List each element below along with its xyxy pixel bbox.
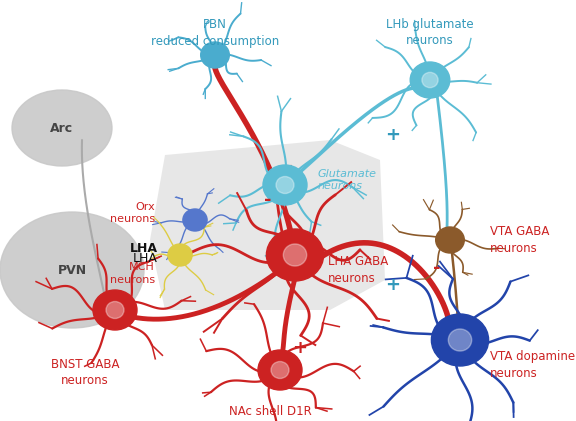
Ellipse shape bbox=[448, 329, 472, 351]
Polygon shape bbox=[150, 140, 385, 310]
Ellipse shape bbox=[276, 176, 294, 194]
Text: Glutamate
neurons: Glutamate neurons bbox=[318, 168, 377, 192]
Text: -: - bbox=[266, 243, 274, 261]
Text: VTA dopamine
neurons: VTA dopamine neurons bbox=[490, 350, 575, 380]
Text: BNST GABA
neurons: BNST GABA neurons bbox=[51, 358, 119, 387]
Ellipse shape bbox=[435, 227, 464, 253]
Ellipse shape bbox=[266, 229, 324, 281]
Text: LHA: LHA bbox=[130, 242, 158, 255]
Text: VTA GABA
neurons: VTA GABA neurons bbox=[490, 225, 550, 255]
Ellipse shape bbox=[271, 362, 289, 378]
Ellipse shape bbox=[422, 72, 438, 88]
Text: +: + bbox=[293, 339, 308, 357]
Text: LHb glutamate
neurons: LHb glutamate neurons bbox=[386, 18, 474, 48]
Text: PBN
reduced consumption: PBN reduced consumption bbox=[151, 18, 279, 48]
Text: Arc: Arc bbox=[51, 122, 74, 134]
Text: +: + bbox=[385, 126, 400, 144]
Ellipse shape bbox=[410, 62, 450, 98]
Text: -: - bbox=[433, 259, 441, 277]
Ellipse shape bbox=[0, 212, 144, 328]
Text: MCH
neurons: MCH neurons bbox=[110, 262, 155, 285]
Text: LHA: LHA bbox=[133, 251, 158, 264]
Ellipse shape bbox=[200, 42, 229, 68]
Ellipse shape bbox=[12, 90, 112, 166]
Ellipse shape bbox=[283, 244, 306, 266]
Ellipse shape bbox=[106, 301, 124, 319]
Ellipse shape bbox=[263, 165, 307, 205]
Ellipse shape bbox=[183, 209, 207, 231]
Text: NAc shell D1R
neurons: NAc shell D1R neurons bbox=[229, 405, 312, 421]
Text: -: - bbox=[264, 191, 272, 209]
Text: LHA GABA
neurons: LHA GABA neurons bbox=[328, 255, 388, 285]
Ellipse shape bbox=[431, 314, 488, 366]
Text: PVN: PVN bbox=[58, 264, 86, 277]
Ellipse shape bbox=[168, 244, 192, 266]
Ellipse shape bbox=[93, 290, 137, 330]
Text: +: + bbox=[385, 276, 400, 294]
Ellipse shape bbox=[258, 350, 302, 390]
Text: Orx
neurons: Orx neurons bbox=[110, 202, 155, 224]
